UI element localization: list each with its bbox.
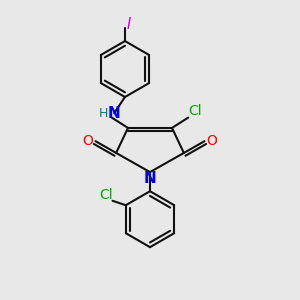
Text: Cl: Cl [99,188,113,203]
Text: N: N [108,106,121,121]
Text: H: H [99,107,108,120]
Text: I: I [126,17,131,32]
Text: O: O [206,134,217,148]
Text: O: O [83,134,94,148]
Text: N: N [144,171,156,186]
Text: Cl: Cl [188,104,202,118]
